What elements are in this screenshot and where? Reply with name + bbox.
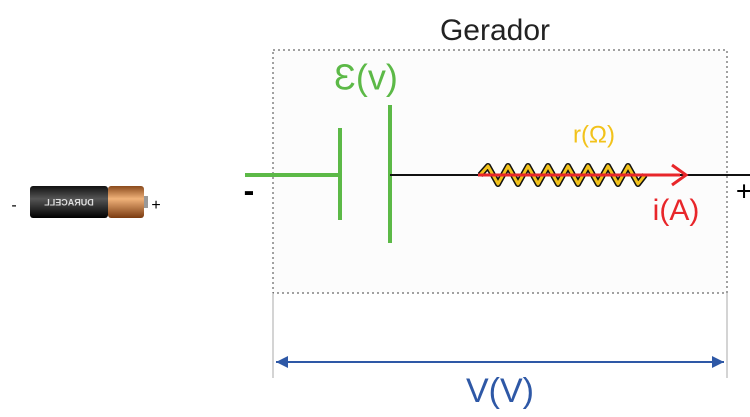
battery-label: DURACELL xyxy=(44,197,94,207)
battery: DURACELL xyxy=(30,186,148,218)
generator-box xyxy=(272,49,728,294)
circuit-negative: - xyxy=(244,172,255,208)
circuit-positive: + xyxy=(736,175,750,206)
battery-positive: + xyxy=(151,197,160,214)
resistance-label: r(Ω) xyxy=(573,121,615,148)
current-label: i(A) xyxy=(653,194,700,227)
title: Gerador xyxy=(440,14,550,47)
emf-label: Ɛ(v) xyxy=(334,57,398,98)
voltage-label: V(V) xyxy=(466,372,534,410)
current-arrowhead xyxy=(671,163,689,187)
battery-negative: - xyxy=(11,197,16,214)
